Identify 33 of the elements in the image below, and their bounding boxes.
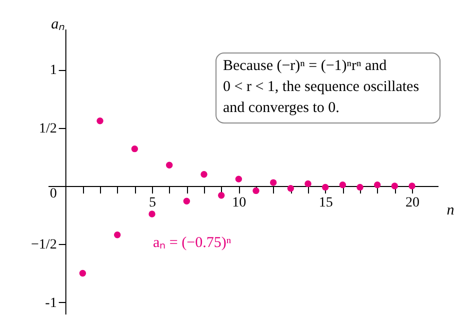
point — [218, 192, 225, 199]
point — [200, 171, 208, 178]
point — [304, 180, 312, 188]
point — [408, 182, 416, 190]
point — [114, 232, 121, 238]
point — [391, 182, 398, 190]
point — [131, 145, 138, 152]
point — [79, 270, 86, 277]
point — [339, 182, 346, 188]
x-tick-label: 15 — [318, 196, 333, 211]
point — [322, 184, 329, 191]
point — [183, 198, 190, 205]
x-tick-label: 20 — [406, 196, 420, 211]
point — [235, 176, 242, 182]
point — [270, 179, 277, 186]
x-tick-label: 10 — [232, 196, 246, 211]
point — [374, 182, 381, 188]
y-tick-label: 1/2 — [38, 121, 57, 136]
point — [252, 187, 260, 194]
y-tick-label: −1/2 — [31, 238, 57, 253]
y-tick-label: 0 — [50, 186, 57, 202]
point — [166, 162, 173, 168]
y-tick-label: -1 — [45, 296, 57, 311]
y-axis-title: aₙ — [51, 16, 65, 32]
x-tick-label: 5 — [149, 196, 156, 211]
point — [356, 184, 364, 191]
point — [287, 185, 294, 192]
point — [148, 210, 156, 218]
y-tick-label: 1 — [50, 63, 57, 78]
x-axis-title: n — [446, 202, 454, 219]
point — [96, 118, 104, 124]
annotation: Because (−r)ⁿ = (−1)ⁿrⁿ and 0 < r < 1, the sequence oscillates and converges to 0. — [223, 58, 420, 116]
annotation: aₙ = (−0.75)ⁿ — [153, 234, 232, 251]
